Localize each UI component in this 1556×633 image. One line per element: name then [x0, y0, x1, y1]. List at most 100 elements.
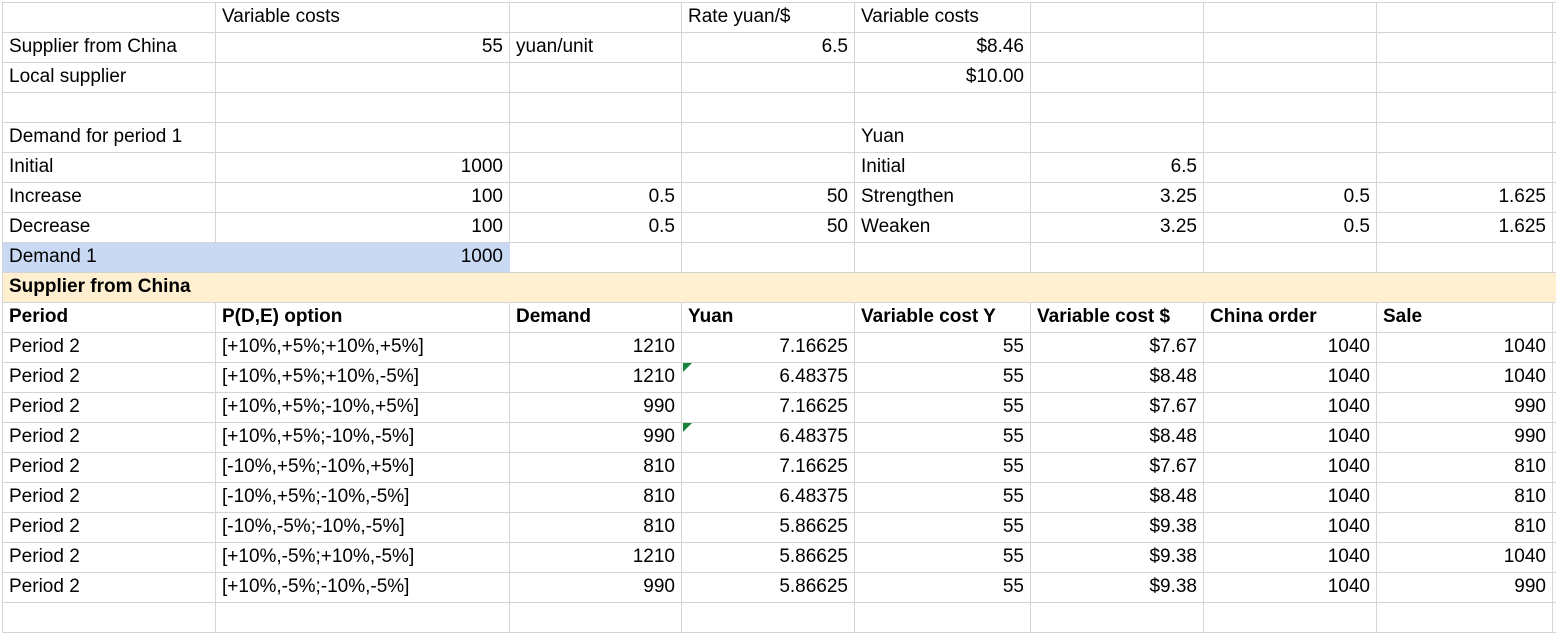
cell-A20[interactable]: Period 2	[3, 573, 216, 603]
cell-A11[interactable]: Period	[3, 303, 216, 333]
cell-F5[interactable]	[1031, 123, 1204, 153]
cell-F7[interactable]: 3.25	[1031, 183, 1204, 213]
cell-A7[interactable]: Increase	[3, 183, 216, 213]
cell-H21[interactable]	[1377, 603, 1553, 633]
cell-A8[interactable]: Decrease	[3, 213, 216, 243]
cell-A3[interactable]: Local supplier	[3, 63, 216, 93]
cell-F19[interactable]: $9.38	[1031, 543, 1204, 573]
cell-F21[interactable]	[1031, 603, 1204, 633]
cell-C8[interactable]: 0.5	[510, 213, 682, 243]
cell-F2[interactable]	[1031, 33, 1204, 63]
cell-H14[interactable]: 990	[1377, 393, 1553, 423]
cell-B7[interactable]: 100	[216, 183, 510, 213]
cell-E7[interactable]: Strengthen	[855, 183, 1031, 213]
cell-H19[interactable]: 1040	[1377, 543, 1553, 573]
cell-A13[interactable]: Period 2	[3, 363, 216, 393]
cell-A2[interactable]: Supplier from China	[3, 33, 216, 63]
cell-H12[interactable]: 1040	[1377, 333, 1553, 363]
cell-G5[interactable]	[1204, 123, 1377, 153]
cell-B16[interactable]: [-10%,+5%;-10%,+5%]	[216, 453, 510, 483]
cell-H4[interactable]	[1377, 93, 1553, 123]
cell-E16[interactable]: 55	[855, 453, 1031, 483]
cell-E6[interactable]: Initial	[855, 153, 1031, 183]
cell-D12[interactable]: 7.16625	[682, 333, 855, 363]
cell-I14[interactable]	[1553, 393, 1556, 423]
cell-D8[interactable]: 50	[682, 213, 855, 243]
cell-B2[interactable]: 55	[216, 33, 510, 63]
cell-H16[interactable]: 810	[1377, 453, 1553, 483]
cell-D9[interactable]	[682, 243, 855, 273]
cell-D5[interactable]	[682, 123, 855, 153]
cell-G21[interactable]	[1204, 603, 1377, 633]
cell-I7[interactable]	[1553, 183, 1556, 213]
cell-G8[interactable]: 0.5	[1204, 213, 1377, 243]
cell-F3[interactable]	[1031, 63, 1204, 93]
cell-A21[interactable]	[3, 603, 216, 633]
cell-A10[interactable]: Supplier from China	[3, 273, 216, 303]
cell-C13[interactable]: 1210	[510, 363, 682, 393]
cell-B14[interactable]: [+10%,+5%;-10%,+5%]	[216, 393, 510, 423]
cell-C6[interactable]	[510, 153, 682, 183]
cell-D6[interactable]	[682, 153, 855, 183]
cell-G9[interactable]	[1204, 243, 1377, 273]
cell-I12[interactable]	[1553, 333, 1556, 363]
cell-C7[interactable]: 0.5	[510, 183, 682, 213]
cell-C20[interactable]: 990	[510, 573, 682, 603]
cell-G7[interactable]: 0.5	[1204, 183, 1377, 213]
cell-I13[interactable]	[1553, 363, 1556, 393]
cell-D19[interactable]: 5.86625	[682, 543, 855, 573]
cell-H17[interactable]: 810	[1377, 483, 1553, 513]
cell-H3[interactable]	[1377, 63, 1553, 93]
cell-B8[interactable]: 100	[216, 213, 510, 243]
cell-F10[interactable]	[1031, 273, 1204, 303]
cell-H9[interactable]	[1377, 243, 1553, 273]
cell-D20[interactable]: 5.86625	[682, 573, 855, 603]
cell-I2[interactable]	[1553, 33, 1556, 63]
cell-C18[interactable]: 810	[510, 513, 682, 543]
cell-H18[interactable]: 810	[1377, 513, 1553, 543]
cell-E20[interactable]: 55	[855, 573, 1031, 603]
cell-I20[interactable]	[1553, 573, 1556, 603]
cell-B17[interactable]: [-10%,+5%;-10%,-5%]	[216, 483, 510, 513]
cell-G4[interactable]	[1204, 93, 1377, 123]
cell-D13[interactable]: 6.48375	[682, 363, 855, 393]
cell-E17[interactable]: 55	[855, 483, 1031, 513]
cell-B11[interactable]: P(D,E) option	[216, 303, 510, 333]
cell-I6[interactable]	[1553, 153, 1556, 183]
cell-D3[interactable]	[682, 63, 855, 93]
cell-H15[interactable]: 990	[1377, 423, 1553, 453]
cell-C2[interactable]: yuan/unit	[510, 33, 682, 63]
cell-D18[interactable]: 5.86625	[682, 513, 855, 543]
cell-G10[interactable]	[1204, 273, 1377, 303]
cell-F1[interactable]	[1031, 3, 1204, 33]
cell-I11[interactable]	[1553, 303, 1556, 333]
cell-B15[interactable]: [+10%,+5%;-10%,-5%]	[216, 423, 510, 453]
cell-C16[interactable]: 810	[510, 453, 682, 483]
cell-B12[interactable]: [+10%,+5%;+10%,+5%]	[216, 333, 510, 363]
cell-E18[interactable]: 55	[855, 513, 1031, 543]
cell-B21[interactable]	[216, 603, 510, 633]
cell-A6[interactable]: Initial	[3, 153, 216, 183]
cell-H6[interactable]	[1377, 153, 1553, 183]
cell-G19[interactable]: 1040	[1204, 543, 1377, 573]
cell-D1[interactable]: Rate yuan/$	[682, 3, 855, 33]
cell-C12[interactable]: 1210	[510, 333, 682, 363]
cell-B6[interactable]: 1000	[216, 153, 510, 183]
cell-A17[interactable]: Period 2	[3, 483, 216, 513]
cell-F18[interactable]: $9.38	[1031, 513, 1204, 543]
cell-I5[interactable]	[1553, 123, 1556, 153]
cell-D11[interactable]: Yuan	[682, 303, 855, 333]
cell-H8[interactable]: 1.625	[1377, 213, 1553, 243]
cell-E1[interactable]: Variable costs	[855, 3, 1031, 33]
cell-F9[interactable]	[1031, 243, 1204, 273]
cell-I8[interactable]	[1553, 213, 1556, 243]
cell-F15[interactable]: $8.48	[1031, 423, 1204, 453]
cell-A9[interactable]: Demand 1	[3, 243, 216, 273]
cell-D14[interactable]: 7.16625	[682, 393, 855, 423]
cell-H10[interactable]	[1377, 273, 1553, 303]
cell-A16[interactable]: Period 2	[3, 453, 216, 483]
cell-H13[interactable]: 1040	[1377, 363, 1553, 393]
cell-G17[interactable]: 1040	[1204, 483, 1377, 513]
cell-F14[interactable]: $7.67	[1031, 393, 1204, 423]
cell-C19[interactable]: 1210	[510, 543, 682, 573]
